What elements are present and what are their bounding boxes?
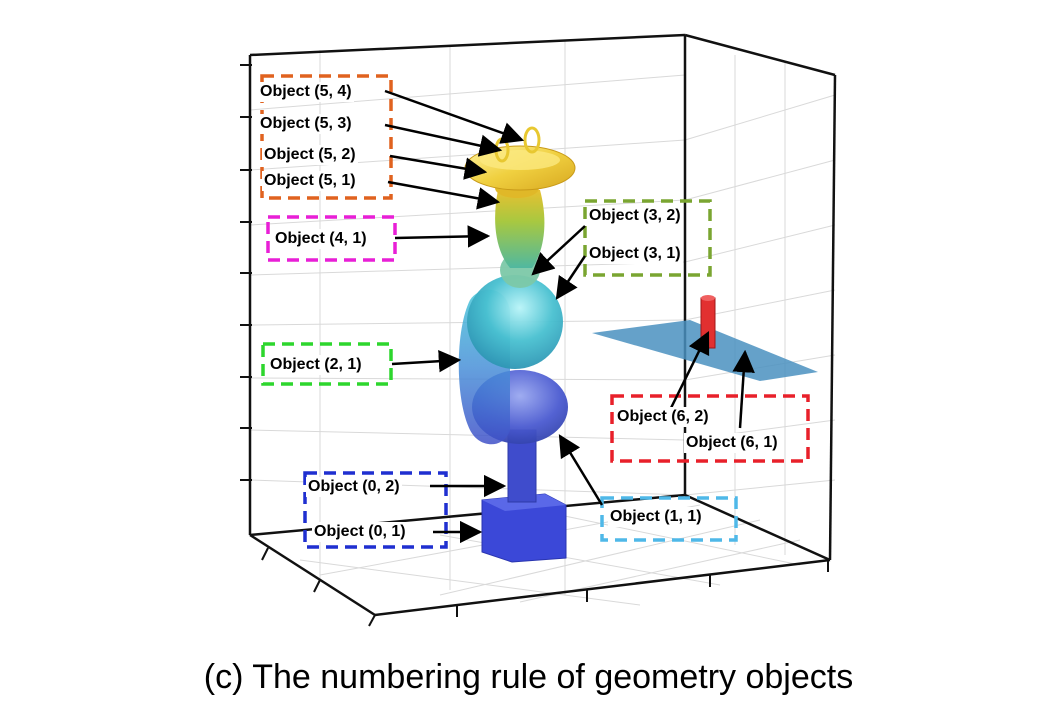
label-object-4-1: Object (4, 1) <box>273 229 369 249</box>
label-object-5-3: Object (5, 3) <box>258 114 354 134</box>
upper-sphere <box>467 275 563 369</box>
ring-right <box>523 126 541 154</box>
arrow-5-2 <box>389 154 488 180</box>
label-object-1-1: Object (1, 1) <box>608 507 704 527</box>
arrow-2-1 <box>391 349 462 373</box>
robot-model <box>458 126 576 563</box>
arrow-3-1 <box>555 255 587 300</box>
label-object-6-1: Object (6, 1) <box>684 433 780 453</box>
group-box-2 <box>261 342 393 386</box>
upper-arm <box>495 190 545 268</box>
label-object-3-1: Object (3, 1) <box>587 244 683 264</box>
arrow-6-2 <box>668 330 710 411</box>
arrow-5-3 <box>384 123 503 157</box>
label-object-0-1: Object (0, 1) <box>312 522 408 542</box>
group-box-3 <box>583 199 712 277</box>
group-box-5 <box>260 74 393 200</box>
label-object-5-1: Object (5, 1) <box>262 171 358 191</box>
arrow-6-1 <box>732 349 755 429</box>
label-object-0-2: Object (0, 2) <box>306 477 402 497</box>
label-object-2-1: Object (2, 1) <box>268 355 364 375</box>
arrow-5-4 <box>384 89 525 144</box>
arrow-4-1 <box>394 225 491 248</box>
group-box-6 <box>610 394 810 463</box>
group-box-1 <box>600 496 738 542</box>
arrow-1-1 <box>558 434 604 506</box>
label-object-3-2: Object (3, 2) <box>587 206 683 226</box>
figure-caption: (c) The numbering rule of geometry objec… <box>203 658 854 696</box>
arrow-3-2 <box>531 225 586 276</box>
label-object-5-2: Object (5, 2) <box>262 145 358 165</box>
label-object-6-2: Object (6, 2) <box>615 407 711 427</box>
group-box-4 <box>266 215 397 262</box>
label-object-5-4: Object (5, 4) <box>258 82 354 102</box>
arrow-5-1 <box>387 180 501 210</box>
group-boxes <box>260 74 810 549</box>
axis-ticks <box>240 64 829 627</box>
arrows <box>384 89 755 544</box>
group-box-0 <box>303 471 448 549</box>
